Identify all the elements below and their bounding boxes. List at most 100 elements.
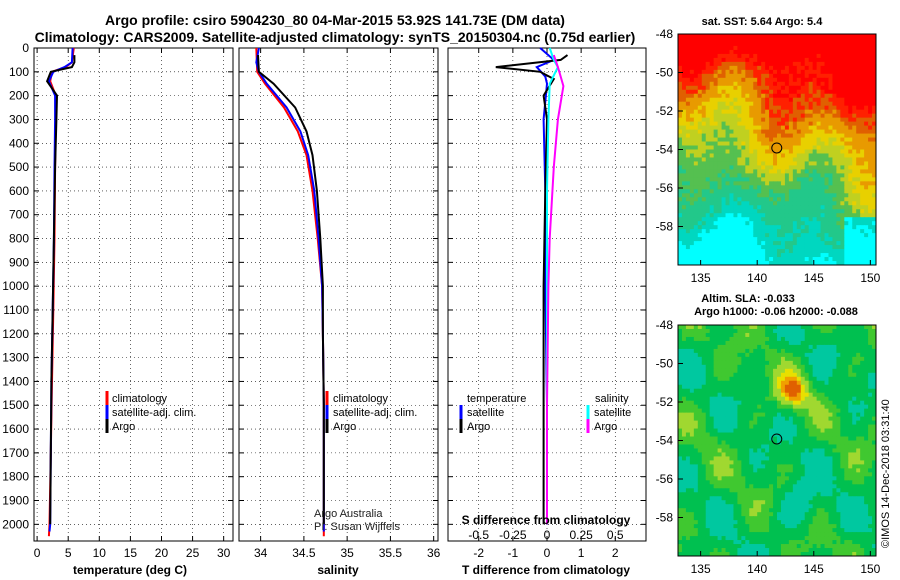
heatmap-cell — [697, 73, 703, 79]
series-line-t-argo — [495, 54, 569, 525]
heatmap-cell — [872, 440, 877, 445]
heatmap-cell — [765, 125, 770, 131]
heatmap-cell — [836, 189, 841, 194]
heatmap-cell — [681, 41, 687, 47]
heatmap-cell — [812, 157, 818, 162]
heatmap-cell — [872, 185, 877, 190]
depth-tick-label: 1900 — [2, 494, 29, 508]
heatmap-cell — [678, 57, 683, 63]
heatmap-cell — [796, 384, 802, 390]
heatmap-cell — [729, 328, 734, 334]
heatmap-cell — [808, 65, 814, 71]
heatmap-cell — [753, 213, 758, 218]
heatmap-cell — [824, 205, 829, 210]
heatmap-cell — [749, 404, 754, 410]
heatmap-cell — [824, 185, 829, 190]
heatmap-cell — [856, 165, 861, 170]
heatmap-cell — [749, 141, 754, 147]
heatmap-cell — [856, 428, 861, 434]
heatmap-cell — [792, 73, 798, 79]
heatmap-cell — [697, 440, 703, 445]
heatmap-cell — [816, 340, 822, 346]
heatmap-cell — [745, 89, 750, 95]
heatmap-cell — [872, 448, 877, 453]
heatmap-cell — [824, 189, 829, 194]
heatmap-cell — [796, 245, 802, 250]
heatmap-cell — [812, 133, 818, 139]
heatmap-cell — [808, 145, 814, 150]
heatmap-cell — [765, 249, 770, 254]
heatmap-cell — [741, 109, 746, 115]
heatmap-cell — [745, 241, 750, 246]
heatmap-cell — [717, 412, 723, 418]
heatmap-cell — [836, 344, 841, 350]
heatmap-cell — [852, 340, 857, 346]
heatmap-cell — [685, 49, 691, 55]
heatmap-cell — [761, 368, 766, 374]
heatmap-cell — [721, 225, 727, 230]
heatmap-cell — [709, 177, 715, 182]
heatmap-cell — [681, 197, 687, 202]
heatmap-cell — [816, 400, 822, 406]
heatmap-cell — [872, 61, 877, 67]
heatmap-cell — [733, 436, 738, 441]
heatmap-cell — [678, 416, 683, 422]
heatmap-cell — [733, 440, 738, 445]
heatmap-cell — [777, 360, 782, 366]
heatmap-cell — [765, 328, 770, 334]
heatmap-cell — [816, 133, 822, 139]
heatmap-cell — [753, 201, 758, 206]
heatmap-cell — [844, 105, 849, 111]
heatmap-cell — [681, 436, 687, 441]
heatmap-cell — [784, 412, 790, 418]
heatmap-cell — [745, 229, 750, 234]
heatmap-cell — [844, 141, 849, 147]
heatmap-cell — [685, 249, 691, 254]
heatmap-cell — [721, 237, 727, 242]
heatmap-cell — [745, 328, 750, 334]
heatmap-cell — [721, 408, 727, 414]
heatmap-cell — [852, 404, 857, 410]
heatmap-cell — [705, 344, 711, 350]
heatmap-cell — [693, 93, 699, 99]
heatmap-cell — [697, 34, 703, 39]
heatmap-cell — [737, 392, 742, 398]
heatmap-cell — [753, 57, 758, 63]
heatmap-cell — [713, 213, 719, 218]
heatmap-cell — [868, 396, 873, 402]
heatmap-cell — [796, 376, 802, 382]
heatmap-cell — [840, 249, 845, 254]
heatmap-cell — [725, 460, 730, 465]
heatmap-cell — [761, 161, 766, 166]
heatmap-cell — [761, 412, 766, 418]
heatmap-cell — [840, 209, 845, 214]
heatmap-cell — [824, 261, 829, 266]
heatmap-cell — [765, 452, 770, 457]
heatmap-cell — [868, 113, 873, 119]
heatmap-cell — [769, 61, 774, 67]
heatmap-cell — [689, 376, 695, 382]
heatmap-cell — [741, 121, 746, 127]
heatmap-cell — [685, 89, 691, 95]
heatmap-cell — [864, 416, 869, 422]
heatmap-cell — [816, 336, 822, 342]
heatmap-cell — [844, 89, 849, 95]
heatmap-cell — [860, 440, 865, 445]
heatmap-cell — [685, 141, 691, 147]
heatmap-cell — [808, 201, 814, 206]
heatmap-cell — [820, 157, 826, 162]
heatmap-cell — [832, 440, 837, 445]
heatmap-cell — [796, 392, 802, 398]
heatmap-cell — [745, 408, 750, 414]
heatmap-cell — [872, 173, 877, 178]
heatmap-cell — [812, 392, 818, 398]
heatmap-cell — [689, 161, 695, 166]
heatmap-cell — [693, 205, 699, 210]
heatmap-cell — [792, 448, 798, 453]
heatmap-cell — [737, 113, 742, 119]
heatmap-cell — [868, 245, 873, 250]
heatmap-cell — [681, 384, 687, 390]
heatmap-cell — [792, 392, 798, 398]
heatmap-cell — [678, 181, 683, 186]
heatmap-cell — [681, 229, 687, 234]
